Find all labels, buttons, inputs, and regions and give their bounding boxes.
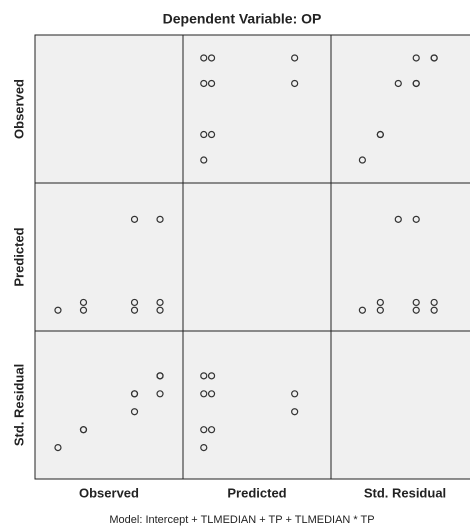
row-label: Predicted — [11, 227, 26, 286]
panel — [182, 34, 332, 184]
chart-title: Dependent Variable: OP — [163, 11, 322, 27]
point — [291, 408, 299, 416]
panel — [34, 182, 184, 332]
point — [79, 298, 88, 307]
column-label: Predicted — [227, 485, 286, 500]
panel — [182, 330, 332, 480]
point — [430, 54, 438, 62]
point — [430, 298, 438, 307]
panel — [330, 34, 470, 184]
point — [430, 306, 438, 314]
point — [376, 130, 384, 139]
point — [156, 298, 164, 307]
point — [200, 79, 208, 88]
point — [291, 54, 299, 62]
point — [394, 79, 402, 88]
point — [376, 298, 384, 307]
row-label: Observed — [11, 79, 26, 139]
point — [291, 79, 299, 88]
point — [130, 390, 139, 398]
row-label: Std. Residual — [11, 364, 26, 446]
point — [291, 390, 299, 398]
point — [358, 156, 366, 164]
point — [412, 54, 420, 62]
point — [54, 444, 62, 452]
point — [54, 306, 62, 314]
point — [358, 306, 366, 314]
point — [130, 306, 139, 314]
point — [207, 426, 216, 434]
point — [79, 306, 88, 314]
point — [200, 444, 208, 452]
point — [207, 79, 216, 88]
point — [207, 54, 216, 62]
panel — [330, 182, 470, 332]
point — [156, 372, 164, 380]
point — [156, 306, 164, 314]
point — [394, 215, 402, 223]
point — [207, 390, 216, 398]
point — [412, 79, 420, 88]
point — [412, 215, 420, 223]
point — [200, 390, 208, 398]
panel — [330, 330, 470, 480]
model-note: Model: Intercept + TLMEDIAN + TP + TLMED… — [109, 514, 374, 526]
point — [156, 215, 164, 223]
point — [412, 298, 420, 307]
point — [156, 390, 164, 398]
panel — [34, 34, 184, 184]
point — [412, 306, 420, 314]
point — [200, 426, 208, 434]
point — [207, 130, 216, 139]
point — [79, 426, 88, 434]
panel — [34, 330, 184, 480]
point — [130, 408, 139, 416]
point — [200, 54, 208, 62]
point — [130, 298, 139, 307]
column-label: Observed — [79, 485, 139, 500]
point — [200, 130, 208, 139]
point — [376, 306, 384, 314]
panel — [182, 182, 332, 332]
point — [207, 372, 216, 380]
point — [130, 215, 139, 223]
point — [200, 156, 208, 164]
point — [200, 372, 208, 380]
column-label: Std. Residual — [364, 485, 446, 500]
